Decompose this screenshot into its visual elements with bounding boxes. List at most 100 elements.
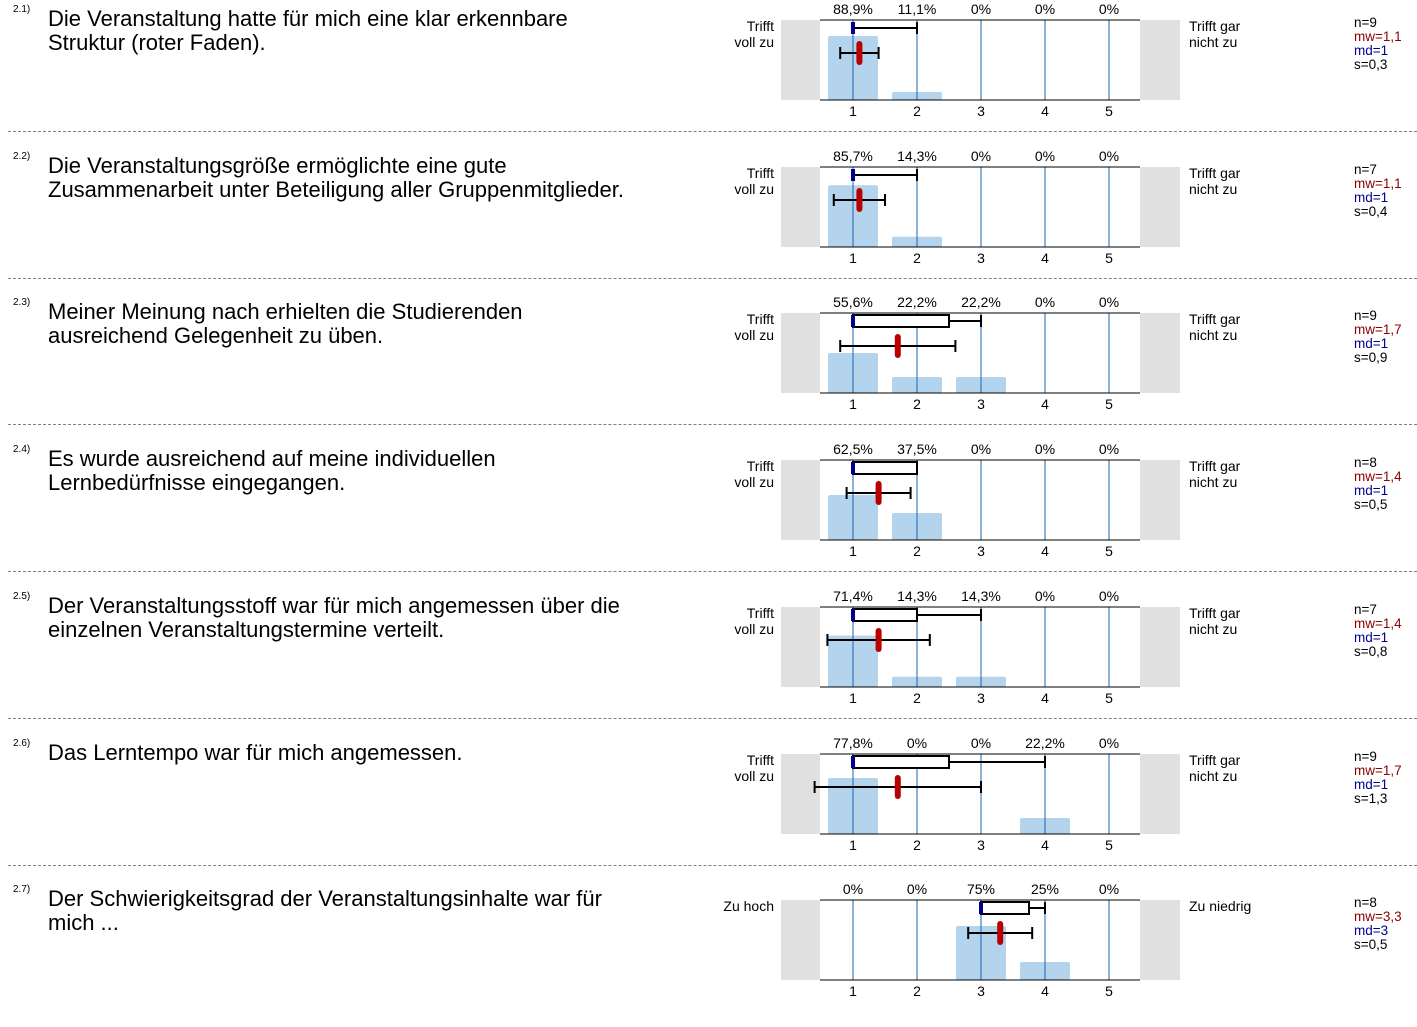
right-side-panel: [1140, 167, 1180, 247]
right-side-panel: [1140, 460, 1180, 540]
percent-label: 0%: [1035, 441, 1055, 457]
tick-label: 2: [913, 103, 921, 119]
question-item: 2.3) Meiner Meinung nach erhielten die St…: [0, 293, 1417, 440]
response-chart: 85,7% 14,3% 0% 0% 0% 1 2 3 4 5: [781, 148, 1180, 266]
question-number: 2.3): [13, 297, 31, 308]
right-side-panel: [1140, 607, 1180, 687]
tick-label: 2: [913, 983, 921, 999]
response-chart: 55,6% 22,2% 22,2% 0% 0% 1 2 3 4 5: [781, 294, 1180, 412]
stat-median: md=3: [1354, 923, 1389, 938]
scale-left-label: Zu hoch: [723, 898, 774, 914]
stat-sd: s=0,3: [1354, 57, 1388, 72]
percent-label: 0%: [843, 881, 863, 897]
quartile-box: [980, 901, 1030, 915]
percent-label: 0%: [1099, 441, 1119, 457]
question-item: 2.7) Der Schwierigkeitsgrad der Veranstal…: [0, 880, 1417, 1027]
percent-label: 0%: [1099, 294, 1119, 310]
question-number: 2.1): [13, 4, 31, 15]
percent-label: 22,2%: [1025, 735, 1065, 751]
percent-label: 22,2%: [897, 294, 937, 310]
response-chart: 77,8% 0% 0% 22,2% 0% 1 2 3 4 5: [781, 735, 1180, 853]
tick-label: 3: [977, 837, 985, 853]
stat-mean: mw=1,7: [1354, 322, 1402, 337]
median-marker: [851, 462, 855, 474]
stat-median: md=1: [1354, 483, 1389, 498]
mean-marker: [856, 188, 863, 212]
scale-right-label: Zu niedrig: [1189, 898, 1252, 914]
mean-marker: [894, 334, 901, 358]
scale-right-label: Trifft gar nicht zu: [1189, 605, 1241, 637]
left-side-panel: [781, 167, 820, 247]
quartile-box: [852, 314, 950, 328]
tick-label: 5: [1105, 690, 1113, 706]
percent-label: 0%: [907, 881, 927, 897]
tick-label: 1: [849, 543, 857, 559]
left-side-panel: [781, 313, 820, 393]
item-separator: [8, 278, 1417, 279]
item-separator: [8, 131, 1417, 132]
percent-label: 77,8%: [833, 735, 873, 751]
percent-label: 55,6%: [833, 294, 873, 310]
stat-sd: s=0,5: [1354, 937, 1388, 952]
scale-left-label: Trifft voll zu: [734, 18, 774, 50]
scale-right-label: Trifft gar nicht zu: [1189, 18, 1241, 50]
tick-label: 4: [1041, 543, 1049, 559]
percent-label: 0%: [1099, 588, 1119, 604]
percent-label: 0%: [1035, 294, 1055, 310]
percent-label: 0%: [971, 441, 991, 457]
stats-block: n=7 mw=1,1 md=1 s=0,4: [1354, 163, 1402, 219]
percent-label: 14,3%: [897, 148, 937, 164]
tick-label: 1: [849, 250, 857, 266]
tick-label: 2: [913, 690, 921, 706]
stat-median: md=1: [1354, 43, 1389, 58]
left-side-panel: [781, 607, 820, 687]
percent-label: 0%: [907, 735, 927, 751]
item-separator: [8, 424, 1417, 425]
stat-median: md=1: [1354, 630, 1389, 645]
percent-label: 37,5%: [897, 441, 937, 457]
scale-left-label: Trifft voll zu: [734, 605, 774, 637]
left-side-panel: [781, 900, 820, 980]
percent-label: 0%: [1099, 735, 1119, 751]
stats-block: n=7 mw=1,4 md=1 s=0,8: [1354, 603, 1402, 659]
scale-left-label: Trifft voll zu: [734, 458, 774, 490]
tick-label: 1: [849, 983, 857, 999]
median-marker: [851, 609, 855, 621]
percent-label: 0%: [971, 148, 991, 164]
quartile-box: [852, 608, 918, 622]
tick-label: 3: [977, 983, 985, 999]
question-number: 2.7): [13, 884, 31, 895]
percent-label: 0%: [1035, 1, 1055, 17]
tick-label: 3: [977, 543, 985, 559]
question-number: 2.2): [13, 151, 31, 162]
stats-block: n=9 mw=1,7 md=1 s=1,3: [1354, 750, 1402, 806]
stat-median: md=1: [1354, 777, 1389, 792]
tick-label: 3: [977, 250, 985, 266]
question-number: 2.6): [13, 738, 31, 749]
question-text: Es wurde ausreichend auf meine individue…: [48, 446, 496, 495]
quartile-box: [852, 755, 950, 769]
stat-median: md=1: [1354, 336, 1389, 351]
stat-mean: mw=1,1: [1354, 176, 1402, 191]
median-marker: [851, 169, 855, 181]
percent-label: 0%: [1035, 588, 1055, 604]
percent-label: 0%: [971, 1, 991, 17]
scale-right-label: Trifft gar nicht zu: [1189, 458, 1241, 490]
right-side-panel: [1140, 20, 1180, 100]
tick-label: 3: [977, 396, 985, 412]
question-text: Die Veranstaltungsgröße ermöglichte eine…: [48, 153, 624, 202]
tick-label: 2: [913, 250, 921, 266]
stat-sd: s=0,4: [1354, 204, 1388, 219]
tick-label: 2: [913, 837, 921, 853]
question-number: 2.5): [13, 591, 31, 602]
stat-n: n=7: [1354, 602, 1377, 617]
question-item: 2.1) Die Veranstaltung hatte für mich ein…: [0, 0, 1417, 147]
stat-mean: mw=1,4: [1354, 616, 1402, 631]
stats-block: n=8 mw=3,3 md=3 s=0,5: [1354, 896, 1402, 952]
question-item: 2.2) Die Veranstaltungsgröße ermöglichte …: [0, 147, 1417, 294]
stat-sd: s=0,9: [1354, 350, 1388, 365]
question-item: 2.5) Der Veranstaltungsstoff war für mich…: [0, 587, 1417, 734]
question-text: Die Veranstaltung hatte für mich eine kl…: [48, 6, 568, 55]
tick-label: 4: [1041, 250, 1049, 266]
stat-sd: s=0,5: [1354, 497, 1388, 512]
